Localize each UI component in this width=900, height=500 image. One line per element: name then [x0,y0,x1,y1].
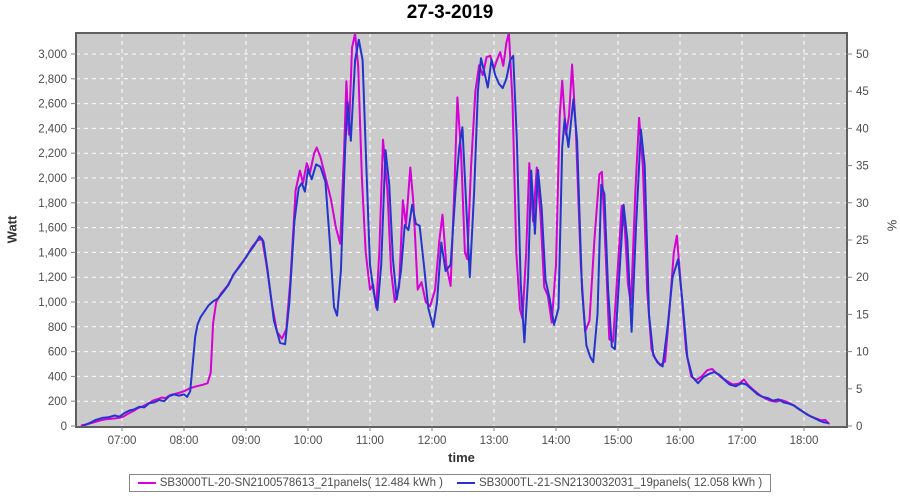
legend-item-1: SB3000TL-21-SN2130032031_19panels( 12.05… [457,477,762,489]
y-left-tick-label: 1,600 [38,223,67,235]
x-tick-label: 10:00 [294,435,323,447]
y-left-tick-label: 1,200 [38,272,67,284]
chart-title: 27-3-2019 [406,2,494,23]
y-right-tick-label: 15 [856,309,869,321]
y-left-tick-label: 200 [48,396,67,408]
x-axis-label: time [448,450,475,465]
plot-border [75,32,848,428]
legend-line-swatch [457,482,475,484]
y-right-tick-label: 30 [856,198,869,210]
y-left-tick-label: 400 [48,371,67,383]
y-right-tick-label: 0 [856,421,862,433]
x-tick-label: 14:00 [542,435,571,447]
y-right-tick-label: 10 [856,347,869,359]
x-tick-label: 17:00 [728,435,757,447]
y-left-tick-label: 2,200 [38,148,67,160]
y-right-tick-label: 50 [856,49,869,61]
x-tick-label: 13:00 [480,435,509,447]
y-right-tick-label: 45 [856,86,869,98]
y-right-tick-label: 25 [856,235,869,247]
x-tick-label: 08:00 [170,435,199,447]
y-left-tick-label: 600 [48,347,67,359]
y-left-tick-label: 3,000 [38,49,67,61]
legend: SB3000TL-20-SN2100578613_21panels( 12.48… [0,474,900,492]
legend-label: SB3000TL-20-SN2100578613_21panels( 12.48… [159,477,443,489]
y-left-axis-label: Watt [4,215,20,244]
x-tick-label: 18:00 [790,435,819,447]
x-tick-label: 09:00 [232,435,261,447]
series-line-1 [82,38,829,427]
y-right-tick-label: 40 [856,123,869,135]
y-left-tick-label: 2,800 [38,74,67,86]
y-right-tick-label: 35 [856,161,869,173]
x-tick-label: 15:00 [604,435,633,447]
y-right-tick-label: 20 [856,272,869,284]
legend-box: SB3000TL-20-SN2100578613_21panels( 12.48… [128,474,772,492]
plot-area [76,33,847,427]
x-tick-label: 11:00 [356,435,384,447]
y-left-tick-label: 2,400 [38,123,67,135]
x-tick-label: 12:00 [418,435,447,447]
y-left-tick-label: 1,000 [38,297,67,309]
y-left-tick-label: 0 [61,421,67,433]
legend-item-0: SB3000TL-20-SN2100578613_21panels( 12.48… [137,477,443,489]
legend-label: SB3000TL-21-SN2130032031_19panels( 12.05… [479,477,763,489]
legend-line-swatch [137,482,156,484]
y-left-tick-label: 800 [48,322,67,334]
y-right-axis-label: % [884,219,900,232]
y-left-tick-label: 2,600 [38,99,67,111]
x-tick-label: 07:00 [108,435,137,447]
x-tick-label: 16:00 [666,435,695,447]
y-left-tick-label: 2,000 [38,173,67,185]
y-left-tick-label: 1,800 [38,198,67,210]
plot-svg: 02004006008001,0001,2001,4001,6001,8002,… [38,32,869,447]
y-left-tick-label: 1,400 [38,247,67,259]
y-right-tick-label: 5 [856,384,862,396]
